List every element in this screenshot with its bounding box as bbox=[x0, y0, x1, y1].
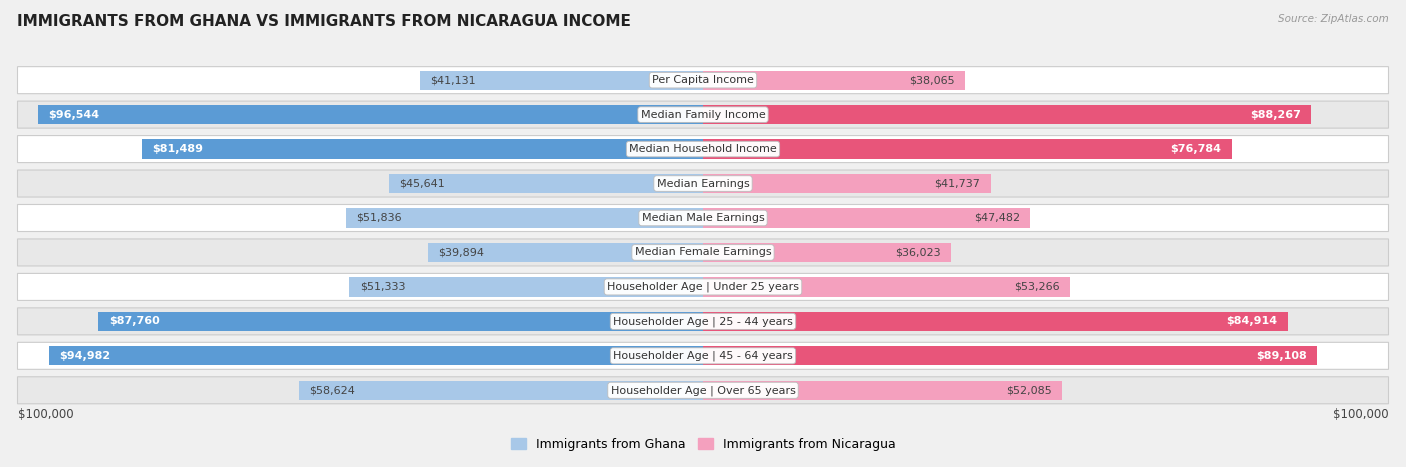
Text: $96,544: $96,544 bbox=[48, 110, 100, 120]
Text: Householder Age | 25 - 44 years: Householder Age | 25 - 44 years bbox=[613, 316, 793, 326]
Bar bbox=[142, 140, 703, 159]
FancyBboxPatch shape bbox=[17, 205, 1389, 232]
Text: $47,482: $47,482 bbox=[974, 213, 1019, 223]
Bar bbox=[703, 105, 1312, 124]
Bar bbox=[703, 208, 1031, 227]
Bar bbox=[703, 243, 952, 262]
Bar bbox=[703, 311, 1288, 331]
Bar bbox=[703, 346, 1317, 366]
FancyBboxPatch shape bbox=[17, 308, 1389, 335]
Text: $94,982: $94,982 bbox=[59, 351, 110, 361]
Bar bbox=[703, 277, 1070, 297]
FancyBboxPatch shape bbox=[17, 67, 1389, 94]
Text: Median Family Income: Median Family Income bbox=[641, 110, 765, 120]
FancyBboxPatch shape bbox=[17, 170, 1389, 197]
Text: Median Female Earnings: Median Female Earnings bbox=[634, 248, 772, 257]
Bar bbox=[429, 243, 703, 262]
Text: $100,000: $100,000 bbox=[1333, 408, 1389, 421]
Text: $51,836: $51,836 bbox=[356, 213, 402, 223]
Bar bbox=[703, 381, 1062, 400]
Text: IMMIGRANTS FROM GHANA VS IMMIGRANTS FROM NICARAGUA INCOME: IMMIGRANTS FROM GHANA VS IMMIGRANTS FROM… bbox=[17, 14, 631, 29]
Text: $51,333: $51,333 bbox=[360, 282, 405, 292]
FancyBboxPatch shape bbox=[17, 135, 1389, 163]
Text: $41,131: $41,131 bbox=[430, 75, 475, 85]
Text: $87,760: $87,760 bbox=[108, 316, 159, 326]
FancyBboxPatch shape bbox=[17, 239, 1389, 266]
Bar bbox=[38, 105, 703, 124]
Bar bbox=[388, 174, 703, 193]
Text: Source: ZipAtlas.com: Source: ZipAtlas.com bbox=[1278, 14, 1389, 24]
Text: $84,914: $84,914 bbox=[1226, 316, 1278, 326]
Text: Median Household Income: Median Household Income bbox=[628, 144, 778, 154]
Text: Median Earnings: Median Earnings bbox=[657, 178, 749, 189]
Bar bbox=[703, 140, 1232, 159]
Text: $45,641: $45,641 bbox=[399, 178, 444, 189]
Text: $58,624: $58,624 bbox=[309, 385, 356, 395]
Bar bbox=[419, 71, 703, 90]
Bar bbox=[349, 277, 703, 297]
Text: $41,737: $41,737 bbox=[935, 178, 980, 189]
Text: $88,267: $88,267 bbox=[1250, 110, 1301, 120]
FancyBboxPatch shape bbox=[17, 101, 1389, 128]
Bar bbox=[703, 71, 966, 90]
Text: Householder Age | Over 65 years: Householder Age | Over 65 years bbox=[610, 385, 796, 396]
Bar bbox=[299, 381, 703, 400]
Text: $89,108: $89,108 bbox=[1256, 351, 1306, 361]
Text: $39,894: $39,894 bbox=[439, 248, 485, 257]
Text: $38,065: $38,065 bbox=[910, 75, 955, 85]
Text: $52,085: $52,085 bbox=[1005, 385, 1052, 395]
Text: $81,489: $81,489 bbox=[152, 144, 202, 154]
Bar bbox=[703, 174, 991, 193]
FancyBboxPatch shape bbox=[17, 377, 1389, 404]
Text: $36,023: $36,023 bbox=[896, 248, 941, 257]
Text: Householder Age | 45 - 64 years: Householder Age | 45 - 64 years bbox=[613, 351, 793, 361]
Bar bbox=[98, 311, 703, 331]
Text: Householder Age | Under 25 years: Householder Age | Under 25 years bbox=[607, 282, 799, 292]
Legend: Immigrants from Ghana, Immigrants from Nicaragua: Immigrants from Ghana, Immigrants from N… bbox=[510, 438, 896, 451]
Text: Median Male Earnings: Median Male Earnings bbox=[641, 213, 765, 223]
Bar bbox=[346, 208, 703, 227]
FancyBboxPatch shape bbox=[17, 342, 1389, 369]
Text: Per Capita Income: Per Capita Income bbox=[652, 75, 754, 85]
Text: $76,784: $76,784 bbox=[1171, 144, 1222, 154]
Bar bbox=[49, 346, 703, 366]
Text: $100,000: $100,000 bbox=[17, 408, 73, 421]
Text: $53,266: $53,266 bbox=[1014, 282, 1060, 292]
FancyBboxPatch shape bbox=[17, 273, 1389, 300]
